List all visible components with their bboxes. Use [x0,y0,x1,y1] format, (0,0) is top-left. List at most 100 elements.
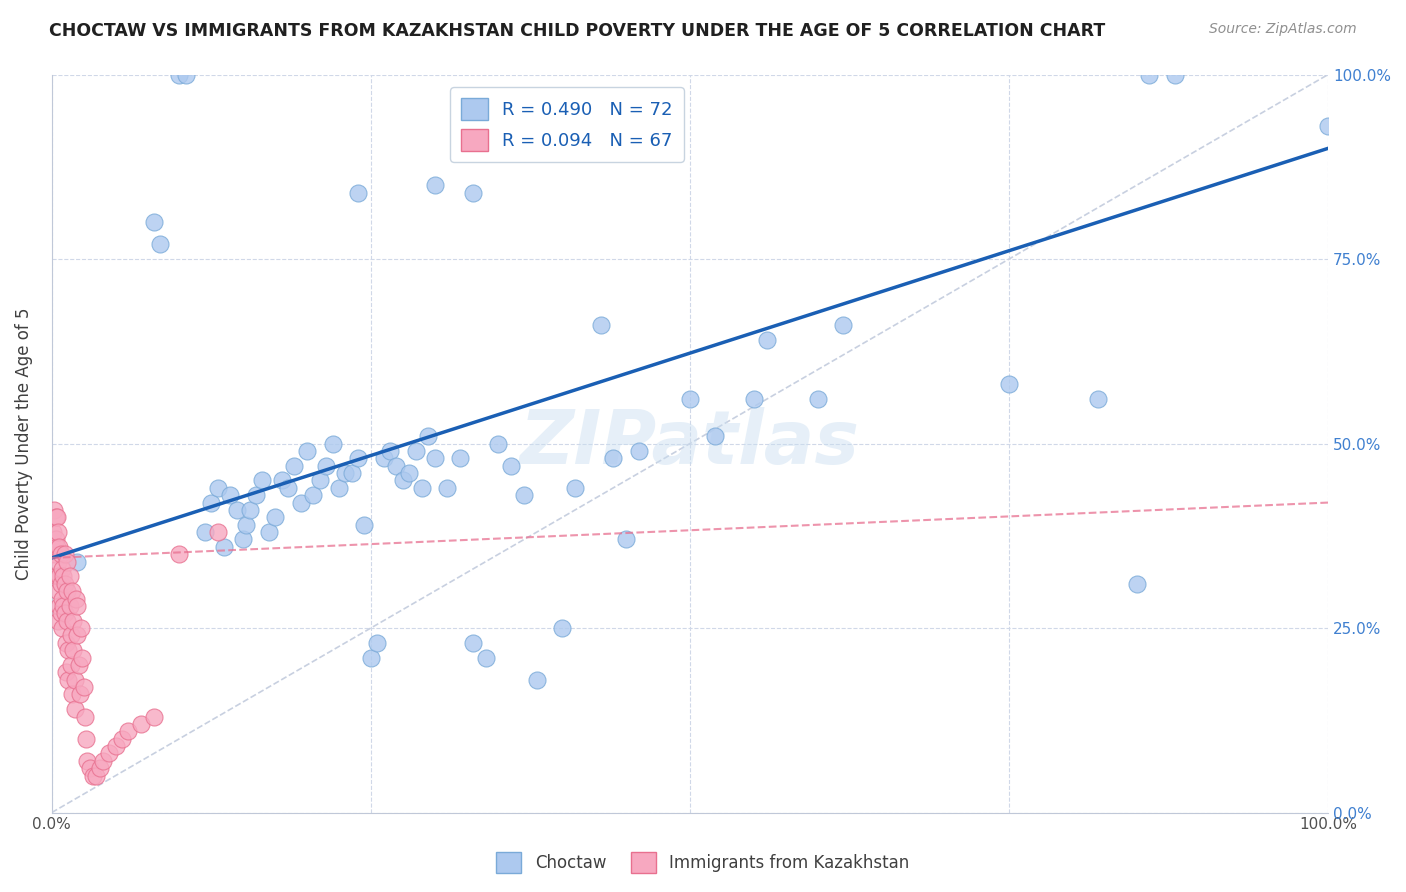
Point [398,466,420,480]
Point [49,576,72,591]
Point [461,636,484,650]
Point [200,495,222,509]
Point [340,466,363,480]
Point [679,392,702,407]
Point [1087,392,1109,407]
Point [194,525,217,540]
Point [59,657,82,672]
Point [51,591,73,606]
Point [56,614,79,628]
Point [45,533,67,547]
Point [66,599,89,613]
Point [63,702,86,716]
Point [564,481,586,495]
Point [174,68,197,82]
Point [207,525,229,540]
Text: ZIPatlas: ZIPatlas [520,407,860,480]
Point [46,525,69,540]
Point [48,569,70,583]
Point [51,621,73,635]
Point [62,614,84,628]
Point [65,591,87,606]
Point [207,481,229,495]
Point [76,754,98,768]
Point [62,643,84,657]
Point [75,731,97,746]
Point [423,178,446,193]
Point [89,761,111,775]
Point [315,458,337,473]
Point [98,747,121,761]
Point [46,584,69,599]
Point [45,510,67,524]
Point [169,68,191,82]
Point [998,377,1021,392]
Point [73,709,96,723]
Point [51,562,73,576]
Point [283,458,305,473]
Point [449,451,471,466]
Point [45,540,67,554]
Point [232,533,254,547]
Point [832,318,855,333]
Point [212,540,235,554]
Point [335,466,357,480]
Point [46,555,69,569]
Point [235,517,257,532]
Point [366,636,388,650]
Point [45,569,67,583]
Point [1164,68,1187,82]
Point [48,540,70,554]
Point [91,754,114,768]
Point [252,474,274,488]
Point [142,215,165,229]
Point [322,436,344,450]
Point [53,547,76,561]
Point [49,547,72,561]
Text: CHOCTAW VS IMMIGRANTS FROM KAZAKHSTAN CHILD POVERTY UNDER THE AGE OF 5 CORRELATI: CHOCTAW VS IMMIGRANTS FROM KAZAKHSTAN CH… [49,22,1105,40]
Point [44,503,66,517]
Point [58,643,80,657]
Point [308,474,330,488]
Point [513,488,536,502]
Point [60,584,83,599]
Point [48,599,70,613]
Point [551,621,574,635]
Point [385,458,408,473]
Point [63,673,86,687]
Point [290,495,312,509]
Point [295,444,318,458]
Point [423,451,446,466]
Point [411,481,433,495]
Point [418,429,440,443]
Point [72,650,94,665]
Point [46,614,69,628]
Point [111,731,134,746]
Point [66,628,89,642]
Point [56,584,79,599]
Point [360,650,382,665]
Point [52,569,75,583]
Text: Source: ZipAtlas.com: Source: ZipAtlas.com [1209,22,1357,37]
Point [66,555,89,569]
Point [60,688,83,702]
Point [1125,576,1147,591]
Point [474,650,496,665]
Point [347,451,370,466]
Point [627,444,650,458]
Point [225,503,247,517]
Point [73,680,96,694]
Point [49,607,72,621]
Point [755,333,778,347]
Point [52,599,75,613]
Point [45,510,67,524]
Point [391,474,413,488]
Point [129,717,152,731]
Point [245,488,267,502]
Point [59,569,82,583]
Point [82,769,104,783]
Point [270,474,292,488]
Point [169,547,191,561]
Point [614,533,637,547]
Point [86,769,108,783]
